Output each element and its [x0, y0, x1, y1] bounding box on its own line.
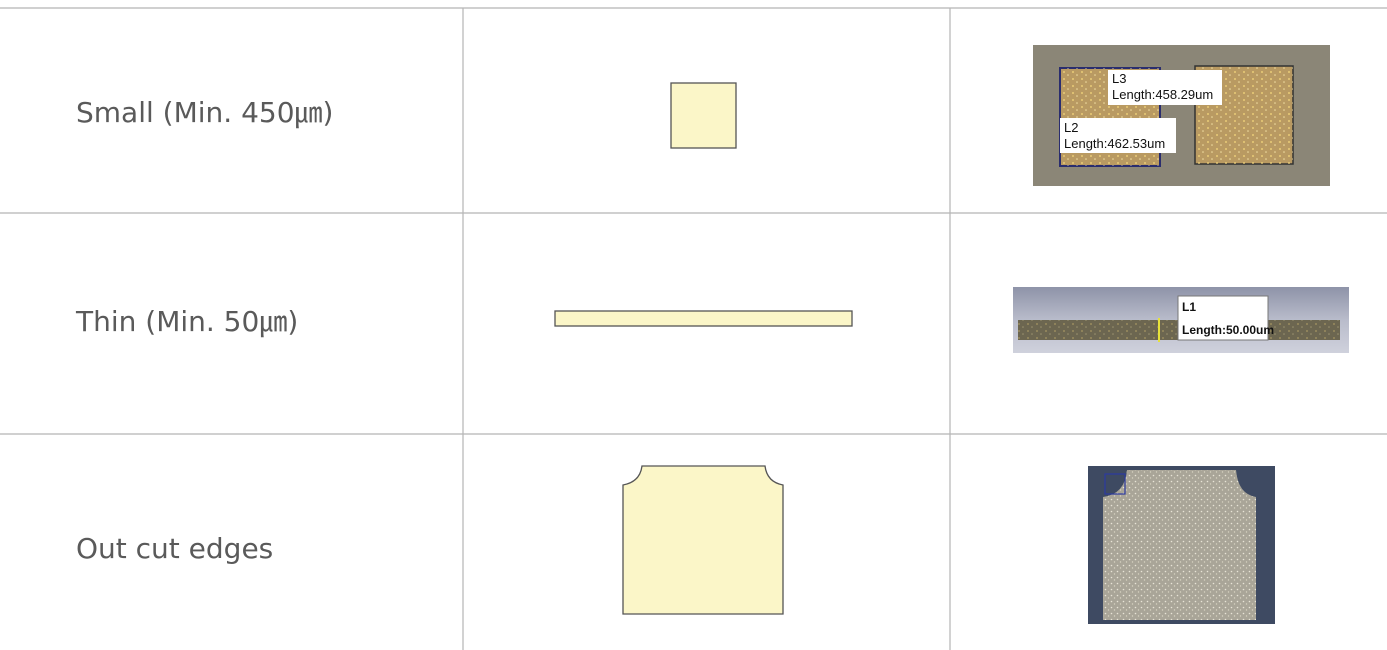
- annotation-text: Length:458.29um: [1112, 87, 1213, 102]
- shape-cut: [623, 466, 783, 614]
- table: Small (Min. 450㎛) Thin (Min. 50㎛) Out cu…: [0, 0, 1387, 650]
- photo-cut: [1088, 466, 1275, 624]
- photo-thin: L1 Length:50.00um: [1013, 287, 1349, 353]
- annotation-id: L3: [1112, 71, 1126, 86]
- shape-square: [671, 83, 736, 148]
- annotation-id: L1: [1182, 300, 1196, 314]
- body: Small (Min. 450㎛) Thin (Min. 50㎛) Out cu…: [0, 0, 1387, 650]
- annotation-id: L2: [1064, 120, 1078, 135]
- page: Shape limits {"table": {"rows": [ {"labe…: [0, 0, 1387, 650]
- photo-small: L3 Length:458.29um L2 Length:462.53um: [1033, 45, 1330, 186]
- annotation-text: Length:50.00um: [1182, 323, 1274, 337]
- row-label: Out cut edges: [76, 532, 273, 565]
- shape-thin: [555, 311, 852, 326]
- row-label: Small (Min. 450㎛): [76, 96, 333, 129]
- annotation-text: Length:462.53um: [1064, 136, 1165, 151]
- row-label: Thin (Min. 50㎛): [75, 305, 298, 338]
